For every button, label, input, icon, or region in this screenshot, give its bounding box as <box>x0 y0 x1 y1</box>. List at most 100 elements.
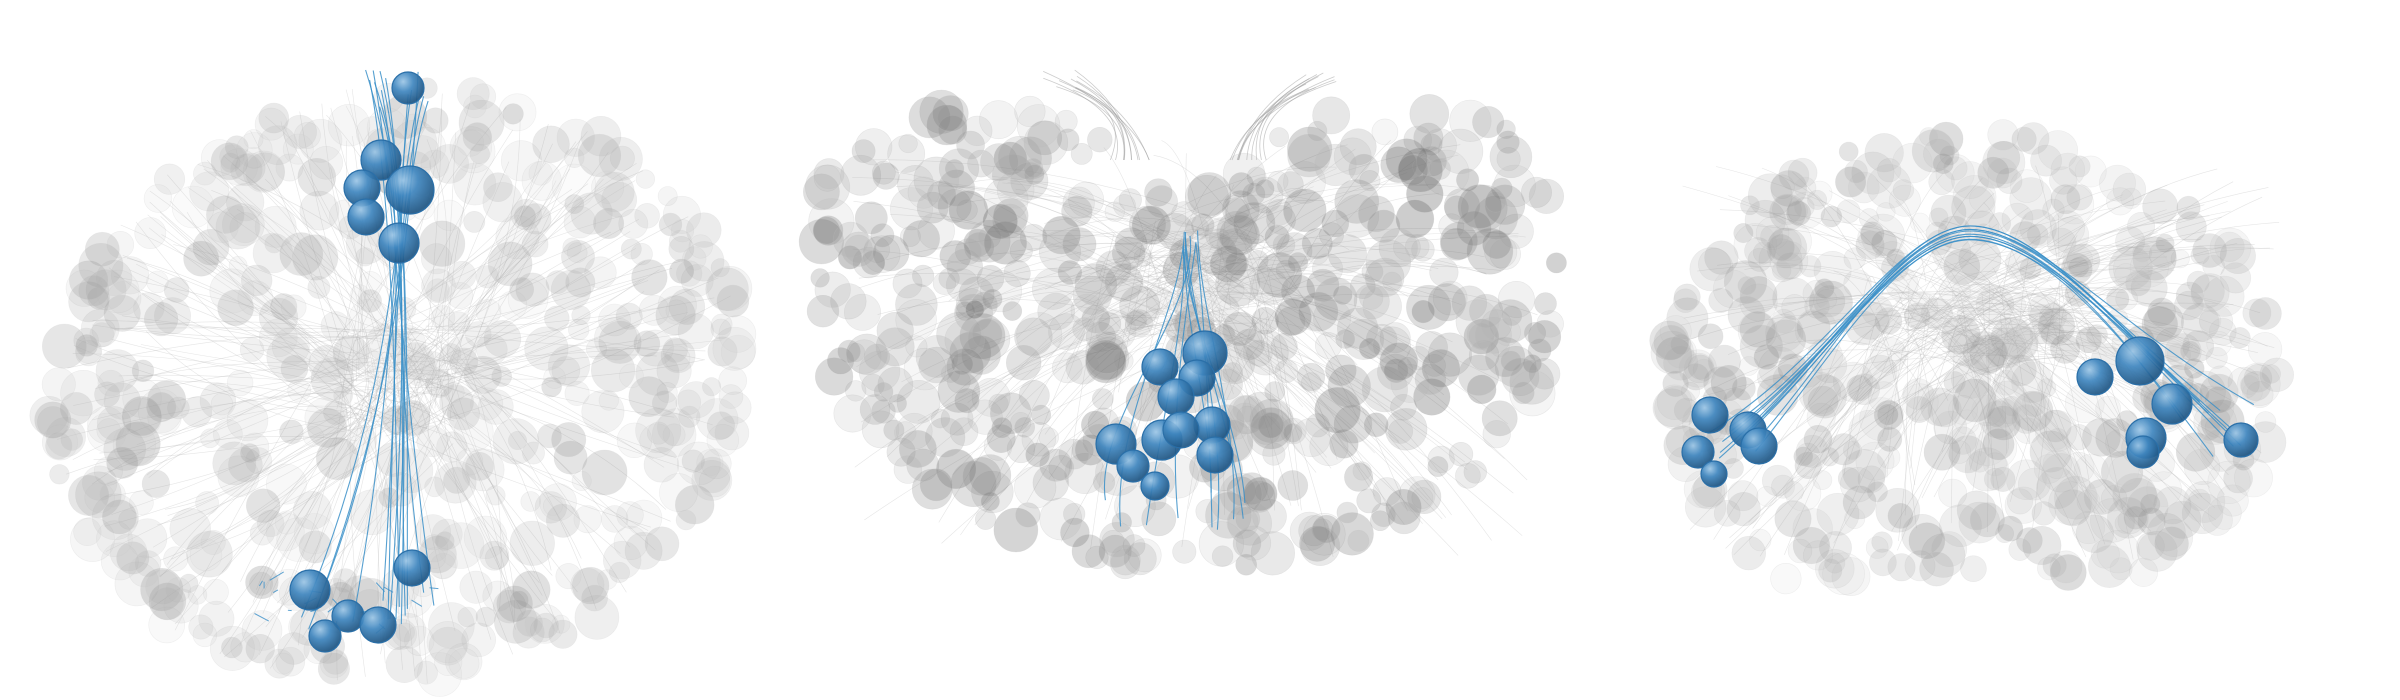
context-soma <box>1427 456 1449 477</box>
context-soma <box>876 312 914 350</box>
context-soma <box>1988 398 2019 428</box>
highlighted-soma <box>1157 378 1195 416</box>
context-soma <box>1110 549 1141 580</box>
context-soma <box>449 347 479 377</box>
context-soma <box>240 443 260 463</box>
context-soma <box>1314 387 1361 434</box>
context-neurite <box>1974 282 2056 371</box>
context-neurite <box>1972 318 2012 491</box>
context-neurite <box>1263 79 1335 161</box>
context-neurite <box>1067 234 1115 483</box>
context-soma <box>1171 201 1197 227</box>
context-neurite <box>95 361 416 389</box>
context-soma <box>463 515 508 560</box>
context-neurite <box>1163 168 1337 324</box>
context-neurite <box>1947 306 1973 357</box>
context-neurite <box>948 242 1135 302</box>
context-soma <box>1740 195 1760 216</box>
context-soma <box>1283 423 1303 443</box>
context-soma <box>1414 363 1446 395</box>
context-soma <box>315 437 359 481</box>
context-soma <box>2095 395 2121 422</box>
context-soma <box>96 418 121 443</box>
context-soma <box>662 337 688 363</box>
context-soma <box>200 428 220 449</box>
context-soma <box>628 376 670 417</box>
context-soma <box>461 448 505 492</box>
context-soma <box>510 199 542 231</box>
context-soma <box>967 149 995 178</box>
context-soma <box>1744 237 1772 265</box>
context-soma <box>1770 170 1808 207</box>
context-neurite <box>965 195 1220 237</box>
context-soma <box>252 232 294 274</box>
context-neurite <box>206 160 349 331</box>
context-soma <box>2004 354 2037 387</box>
context-soma <box>219 144 245 170</box>
context-soma <box>954 388 980 414</box>
context-soma <box>993 141 1027 176</box>
context-soma <box>1731 376 1756 401</box>
context-soma <box>2205 346 2228 369</box>
context-neurite <box>1200 270 1255 422</box>
context-soma <box>279 419 304 444</box>
context-neurite <box>1124 316 1153 338</box>
context-neurite <box>148 227 353 357</box>
context-soma <box>440 343 462 365</box>
context-soma <box>1501 305 1523 326</box>
context-soma <box>348 298 389 340</box>
context-soma <box>624 531 663 570</box>
context-soma <box>1987 119 2019 151</box>
context-soma <box>961 335 1001 375</box>
highlighted-soma <box>289 569 331 611</box>
context-neurite <box>1232 296 1445 396</box>
context-soma <box>1812 470 1833 490</box>
context-soma <box>241 264 273 297</box>
context-neurite <box>895 185 1182 250</box>
context-soma <box>1298 515 1330 547</box>
context-soma <box>2018 467 2051 501</box>
context-soma <box>1875 487 1921 533</box>
context-soma <box>1844 507 1866 529</box>
context-soma <box>669 258 695 284</box>
context-soma <box>133 292 165 324</box>
context-soma <box>719 391 752 424</box>
context-neurite <box>1989 299 2107 489</box>
context-soma <box>798 219 845 265</box>
context-neurite <box>1253 328 1334 557</box>
context-soma <box>706 424 739 457</box>
context-neurite <box>1190 183 1461 234</box>
context-soma <box>2207 496 2242 530</box>
context-neurite <box>1185 316 1523 536</box>
context-neurite <box>971 249 1166 429</box>
context-neurite <box>1934 308 2051 414</box>
context-neurite <box>1240 238 1361 424</box>
context-neurite <box>1701 355 2058 397</box>
context-soma <box>276 517 321 562</box>
context-neurite <box>1187 185 1429 258</box>
context-soma <box>1687 354 1713 380</box>
context-neurite <box>278 388 419 615</box>
context-soma <box>2254 411 2277 433</box>
context-neurite <box>1780 291 1989 315</box>
context-soma <box>2114 263 2138 287</box>
context-soma <box>1443 188 1481 225</box>
context-soma <box>958 276 995 313</box>
context-soma <box>1458 354 1500 396</box>
context-soma <box>1216 228 1253 265</box>
context-neurite <box>2002 168 2218 284</box>
highlighted-neurite <box>369 79 400 607</box>
context-soma <box>2155 518 2194 557</box>
context-neurite <box>1748 342 1981 523</box>
context-neurite <box>1913 321 2013 426</box>
context-soma <box>547 344 590 387</box>
context-soma <box>2214 231 2245 262</box>
context-neurite <box>1097 319 1255 359</box>
context-soma <box>662 195 701 234</box>
context-soma <box>428 626 468 666</box>
context-soma <box>1104 263 1144 302</box>
context-soma <box>1277 470 1309 501</box>
context-soma <box>895 299 937 341</box>
context-neurite <box>2010 286 2268 347</box>
context-soma <box>1246 176 1284 214</box>
